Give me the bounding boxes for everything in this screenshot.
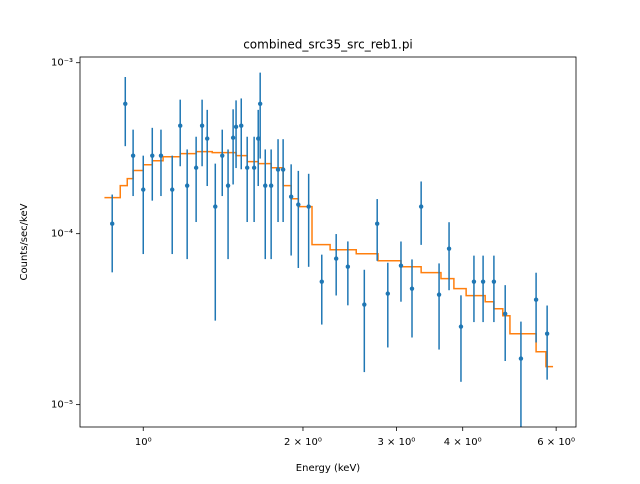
data-point xyxy=(544,331,550,336)
data-point xyxy=(480,279,486,284)
data-point xyxy=(257,101,263,107)
data-point xyxy=(446,246,452,251)
data-point xyxy=(385,291,391,296)
data-point xyxy=(263,183,268,188)
data-point xyxy=(458,324,464,329)
data-point xyxy=(230,135,236,140)
data-point xyxy=(418,204,424,209)
x-tick-label: 6 × 10⁰ xyxy=(537,437,575,448)
y-axis-label: Counts/sec/keV xyxy=(19,203,30,280)
data-point xyxy=(199,123,205,128)
data-point xyxy=(374,221,380,226)
data-point xyxy=(296,202,301,207)
data-point xyxy=(123,101,128,107)
chart-title: combined_src35_src_reb1.pi xyxy=(243,38,413,52)
data-point xyxy=(239,123,244,128)
data-point xyxy=(205,136,210,141)
data-point xyxy=(141,187,146,192)
data-point xyxy=(491,279,497,284)
x-axis-label: Energy (keV) xyxy=(296,463,361,474)
data-point xyxy=(184,183,190,188)
y-tick-label: 10⁻⁴ xyxy=(51,229,73,240)
x-tick-label: 2 × 10⁰ xyxy=(284,437,322,448)
x-tick-label: 10⁰ xyxy=(135,437,152,448)
data-point xyxy=(319,279,324,284)
data-point xyxy=(110,221,115,226)
data-point xyxy=(233,124,239,129)
y-tick-label: 10⁻³ xyxy=(51,58,73,69)
data-point xyxy=(409,286,415,291)
data-point xyxy=(362,302,367,307)
data-point xyxy=(244,165,250,170)
data-point xyxy=(251,165,257,170)
data-point xyxy=(533,297,539,302)
data-point xyxy=(518,356,524,361)
data-point xyxy=(158,153,164,158)
data-point xyxy=(193,165,199,170)
data-point xyxy=(333,256,339,261)
y-tick-label: 10⁻⁵ xyxy=(51,400,73,411)
data-point xyxy=(213,204,218,209)
x-tick-label: 3 × 10⁰ xyxy=(377,437,415,448)
data-point xyxy=(502,311,508,316)
data-point xyxy=(150,153,155,158)
data-point xyxy=(275,167,281,172)
data-point xyxy=(280,167,286,172)
data-point xyxy=(225,183,231,188)
data-point xyxy=(130,153,136,158)
data-point xyxy=(288,194,294,199)
data-point xyxy=(398,263,404,268)
data-point xyxy=(220,153,225,158)
data-point xyxy=(345,264,351,269)
data-point xyxy=(268,183,274,188)
x-tick-label: 4 × 10⁰ xyxy=(444,437,482,448)
plot-frame xyxy=(79,56,577,428)
data-point xyxy=(256,136,261,141)
data-point xyxy=(471,279,477,284)
data-point xyxy=(170,187,175,192)
data-point xyxy=(178,123,183,128)
data-point xyxy=(306,204,311,209)
data-point xyxy=(436,292,442,297)
